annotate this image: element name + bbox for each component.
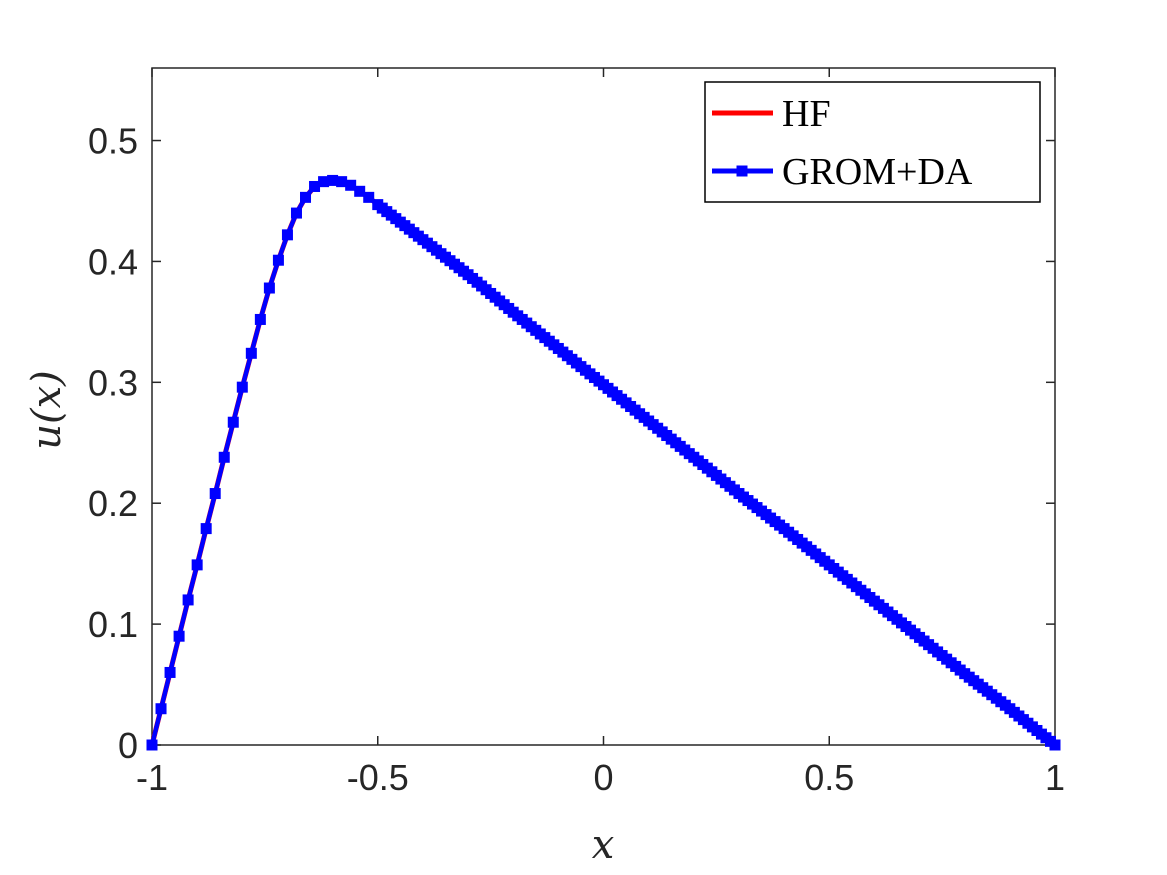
data-point-marker — [272, 254, 284, 266]
legend-marker-grom-da — [736, 165, 748, 177]
x-axis-label: x — [592, 822, 615, 868]
legend-box — [704, 81, 1041, 203]
data-point-marker — [164, 666, 176, 678]
series-markers — [146, 174, 1061, 751]
y-tick-label: 0 — [118, 725, 138, 766]
data-point-marker — [227, 416, 239, 428]
data-point-marker — [209, 488, 221, 500]
data-point-marker — [300, 191, 312, 203]
y-tick-label: 0.5 — [88, 121, 138, 162]
legend-label-grom-da: GROM+DA — [782, 151, 973, 193]
y-tick-label: 0.3 — [88, 362, 138, 403]
data-point-marker — [173, 630, 185, 642]
data-point-marker — [1049, 739, 1061, 751]
data-point-marker — [318, 176, 330, 188]
data-point-marker — [182, 594, 194, 606]
data-point-marker — [218, 451, 230, 463]
y-axis-label: u(x) — [24, 370, 70, 450]
data-point-marker — [236, 381, 248, 393]
data-point-marker — [345, 179, 357, 191]
data-point-marker — [309, 180, 321, 192]
x-tick-label: 0.5 — [804, 757, 854, 798]
y-tick-label: 0.2 — [88, 483, 138, 524]
data-point-marker — [354, 185, 366, 197]
data-point-marker — [254, 313, 266, 325]
data-point-marker — [146, 739, 158, 751]
data-point-marker — [245, 347, 257, 359]
data-point-marker — [191, 559, 203, 571]
y-tick-label: 0.1 — [88, 604, 138, 645]
x-tick-label: -0.5 — [347, 757, 409, 798]
data-point-marker — [327, 174, 339, 186]
y-tick-label: 0.4 — [88, 241, 138, 282]
legend-label-hf: HF — [782, 93, 831, 135]
tick-labels: -1 -0.5 0 0.5 1 0 0.1 0.2 0.3 0.4 0.5 — [88, 121, 1065, 798]
x-tick-label: 0 — [593, 757, 613, 798]
data-point-marker — [336, 176, 348, 188]
data-point-marker — [155, 703, 167, 715]
x-tick-label: 1 — [1045, 757, 1065, 798]
data-point-marker — [290, 207, 302, 219]
legend: HF GROM+DA — [704, 81, 1041, 203]
data-point-marker — [281, 229, 293, 241]
x-tick-label: -1 — [136, 757, 168, 798]
data-point-marker — [263, 282, 275, 294]
data-point-marker — [363, 191, 375, 203]
data-point-marker — [200, 523, 212, 535]
